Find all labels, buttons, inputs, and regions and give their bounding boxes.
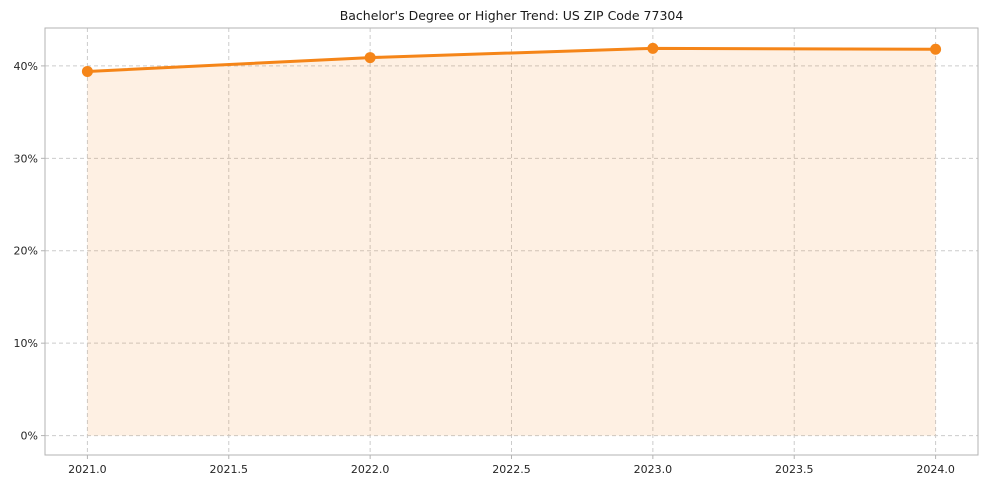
y-tick-label: 10% xyxy=(14,337,38,350)
x-tick-label: 2022.0 xyxy=(351,463,390,476)
y-tick-label: 40% xyxy=(14,60,38,73)
x-tick-label: 2021.5 xyxy=(210,463,249,476)
x-tick-label: 2023.5 xyxy=(775,463,814,476)
y-tick-label: 0% xyxy=(21,430,38,443)
y-tick-label: 20% xyxy=(14,245,38,258)
area-fill xyxy=(87,48,936,436)
chart-title: Bachelor's Degree or Higher Trend: US ZI… xyxy=(339,8,684,23)
x-tick-label: 2024.0 xyxy=(916,463,955,476)
x-tick-label: 2023.0 xyxy=(634,463,673,476)
trend-line xyxy=(85,46,938,73)
x-tick-label: 2021.0 xyxy=(68,463,107,476)
data-point-marker xyxy=(364,52,376,64)
data-point-marker xyxy=(81,65,93,77)
data-point-marker xyxy=(930,43,942,55)
data-point-marker xyxy=(647,42,659,54)
x-tick-label: 2022.5 xyxy=(492,463,531,476)
y-tick-label: 30% xyxy=(14,152,38,165)
